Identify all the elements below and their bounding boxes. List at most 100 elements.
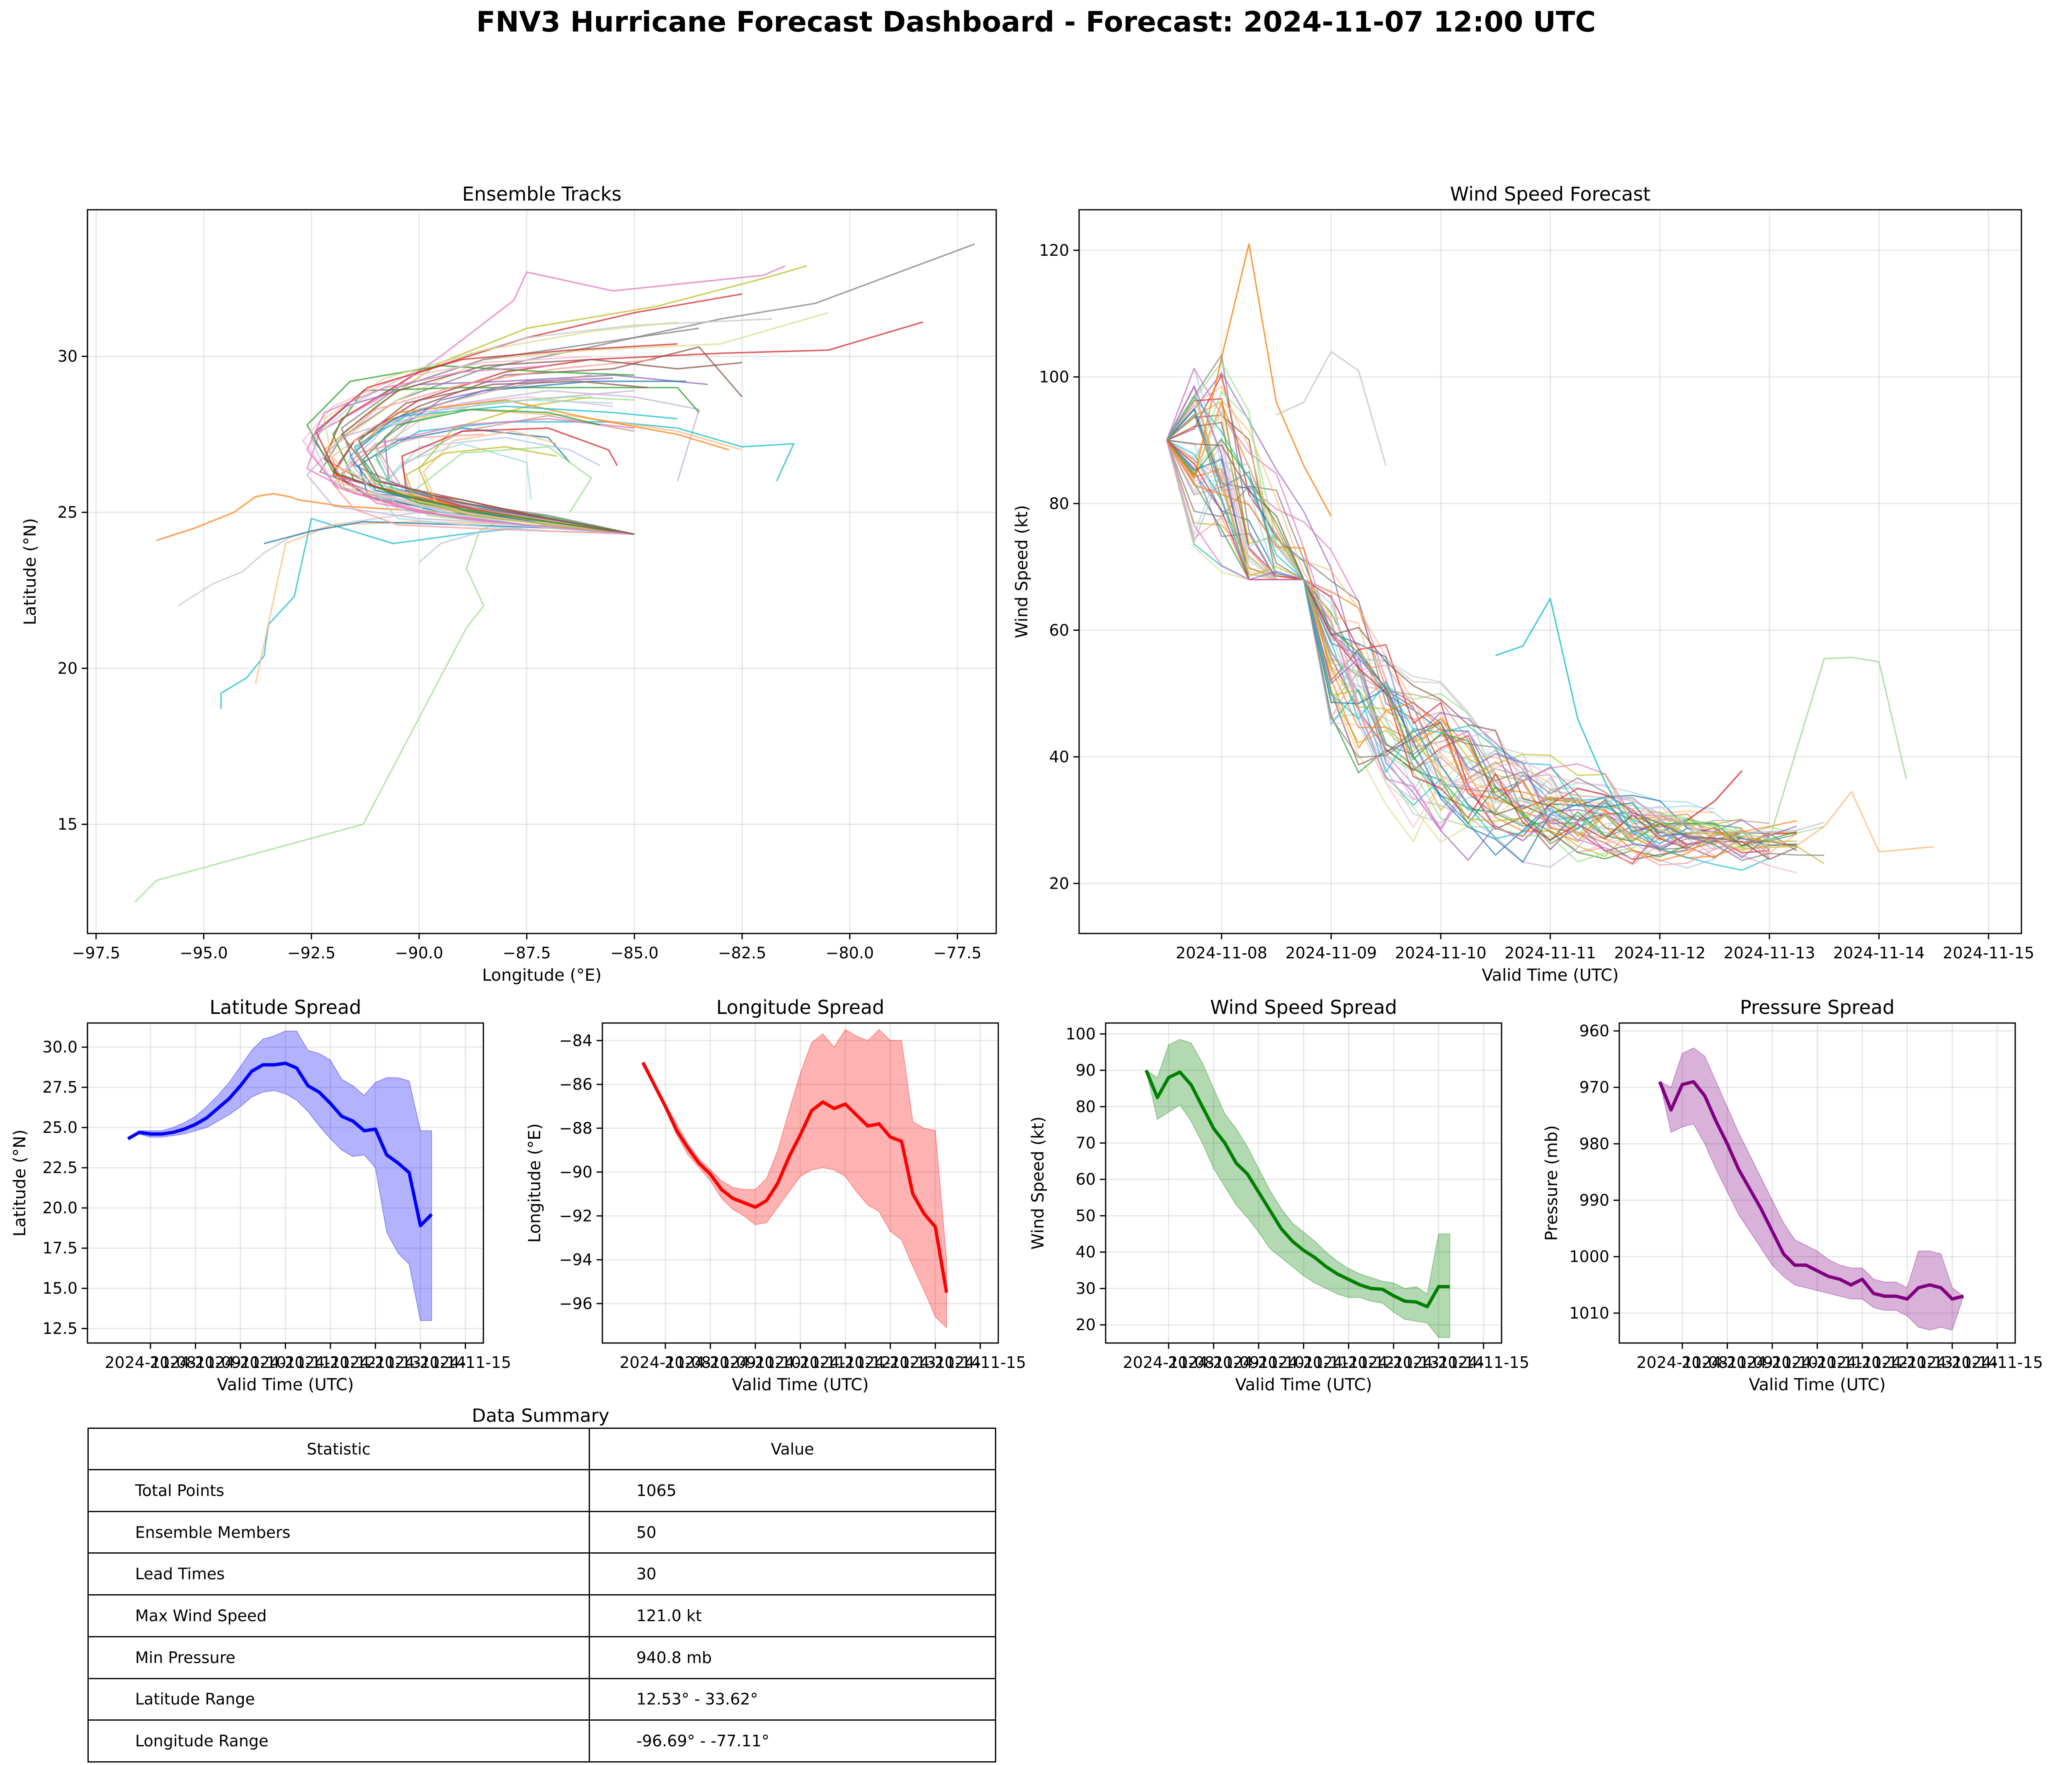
lon_spread-xtick-label: 2024-11-09	[665, 1353, 756, 1372]
wind_spread-ytick-label: 30	[1076, 1279, 1096, 1297]
lat_spread-xtick-label: 2024-11-09	[150, 1353, 241, 1372]
pressure_spread-frame	[1618, 1022, 2016, 1344]
summary-row-max-wind: Max Wind Speed 121.0 kt	[87, 1594, 996, 1637]
wind-member-3	[1166, 408, 1742, 838]
lon_spread-mean-line	[641, 1062, 949, 1293]
track-member-27	[341, 359, 742, 535]
wind_spread-ytick-label: 50	[1076, 1207, 1096, 1225]
wind_spread-xtick-label: 2024-11-09	[1168, 1353, 1259, 1372]
wind-xtick-label: 2024-11-10	[1395, 944, 1487, 962]
pressure_spread-ytick-label: 980	[1579, 1135, 1609, 1153]
tracks-ytick-label: 25	[58, 503, 78, 521]
lat_spread-band	[128, 1030, 432, 1321]
wind-xlabel: Valid Time (UTC)	[1482, 966, 1618, 985]
summary-header-row: Statistic Value	[87, 1428, 996, 1470]
wind_spread-ytick-label: 20	[1076, 1316, 1096, 1334]
pressure_spread-ytick-label: 960	[1579, 1022, 1609, 1040]
wind-member-21	[1166, 409, 1797, 856]
wind-member-49	[1166, 395, 1797, 842]
summary-header-statistic: Statistic	[87, 1428, 590, 1470]
wind_spread-ytick-label: 80	[1076, 1098, 1096, 1116]
lat_spread-ytick-label: 20.0	[42, 1199, 78, 1217]
lon_spread-xtick-label: 2024-11-14	[890, 1353, 981, 1372]
track-member-36	[349, 381, 686, 535]
tracks-xtick-label: −92.5	[287, 944, 335, 962]
wind-outlier-4	[1686, 770, 1743, 821]
pressure_spread-xtick-label: 2024-11-12	[1817, 1353, 1908, 1372]
pressure_spread-ytick-label: 990	[1579, 1191, 1609, 1210]
wind-member-50	[1166, 396, 1688, 844]
lat_spread-ytick-label: 22.5	[42, 1159, 78, 1177]
tracks-xtick-label: −95.0	[180, 944, 228, 962]
wind_spread-xtick-label: 2024-11-11	[1258, 1353, 1349, 1372]
lon_spread-band	[642, 1029, 947, 1329]
track-member-44	[302, 355, 635, 535]
lon_spread-xtick-label: 2024-11-11	[755, 1353, 846, 1372]
wind-outlier-3	[1495, 598, 1633, 833]
wind-xtick-label: 2024-11-12	[1614, 944, 1706, 962]
summary-stat: Lead Times	[87, 1552, 590, 1596]
wind-frame	[1078, 209, 2022, 934]
lon_spread-ytick-label: −92	[559, 1207, 592, 1225]
lon_spread-xtick-label: 2024-11-10	[710, 1353, 801, 1372]
lat_spread-mean-line	[127, 1062, 433, 1227]
wind_spread-ytick-label: 70	[1076, 1134, 1096, 1152]
wind_spread-ytick-label: 60	[1076, 1170, 1096, 1188]
lon_spread-xlabel: Valid Time (UTC)	[732, 1375, 869, 1394]
lat_spread-xtick-label: 2024-11-08	[105, 1353, 197, 1372]
lat_spread-ytick-label: 12.5	[42, 1319, 78, 1338]
lon_spread-ytick-label: −94	[559, 1251, 592, 1269]
wind_spread-xtick-label: 2024-11-10	[1213, 1353, 1305, 1372]
tracks-title: Ensemble Tracks	[462, 183, 622, 205]
wind-xtick-label: 2024-11-08	[1176, 944, 1267, 962]
track-member-45	[405, 446, 635, 535]
lat_spread-series	[127, 1030, 433, 1321]
lat_spread-ytick-label: 17.5	[42, 1239, 78, 1257]
wind-ytick-label: 40	[1049, 748, 1069, 766]
tracks-xtick-label: −87.5	[502, 944, 551, 962]
wind-ylabel: Wind Speed (kt)	[1012, 505, 1031, 638]
track-member-5	[255, 521, 635, 684]
wind-member-45	[1166, 385, 1797, 858]
track-member-42	[375, 374, 635, 535]
wind-outlier-6	[1276, 351, 1387, 466]
lat_spread-ytick-label: 15.0	[42, 1279, 78, 1297]
lat_spread-ytick-label: 30.0	[42, 1038, 78, 1056]
wind-member-32	[1166, 399, 1798, 853]
lat_spread-ytick-label: 25.0	[42, 1118, 78, 1137]
lon_spread-axes: 2024-11-082024-11-092024-11-102024-11-11…	[525, 996, 1026, 1394]
wind-ytick-label: 120	[1039, 241, 1069, 259]
tracks-ytick-label: 30	[58, 347, 78, 366]
tracks-ytick-label: 20	[58, 659, 78, 677]
lat_spread-title: Latitude Spread	[210, 996, 362, 1018]
wind-outlier-5	[1796, 791, 1934, 853]
summary-value: -96.69° - -77.11°	[589, 1719, 996, 1763]
lat_spread-xtick-label: 2024-11-11	[240, 1353, 331, 1372]
wind-ytick-label: 80	[1049, 495, 1069, 513]
dashboard-title: FNV3 Hurricane Forecast Dashboard - Fore…	[476, 6, 1596, 39]
wind-xtick-label: 2024-11-15	[1943, 944, 2034, 962]
lon_spread-frame	[602, 1022, 999, 1344]
wind_spread-ytick-label: 100	[1065, 1025, 1096, 1043]
lon_spread-ylabel: Longitude (°E)	[525, 1123, 544, 1243]
track-member-1	[134, 518, 635, 903]
summary-value: 1065	[589, 1469, 996, 1512]
summary-row-longitude-range: Longitude Range -96.69° - -77.11°	[87, 1719, 996, 1763]
lon_spread-series	[641, 1029, 949, 1329]
pressure_spread-axes: 2024-11-082024-11-092024-11-102024-11-11…	[1542, 996, 2043, 1394]
tracks-series	[134, 243, 975, 903]
wind-member-20	[1166, 440, 1742, 835]
pressure_spread-xtick-label: 2024-11-10	[1727, 1353, 1818, 1372]
wind_spread-xtick-label: 2024-11-08	[1123, 1353, 1215, 1372]
tracks-ytick-label: 15	[58, 815, 78, 834]
tracks-xtick-label: −80.0	[826, 944, 874, 962]
pressure_spread-xtick-label: 2024-11-15	[1951, 1353, 2043, 1372]
wind_spread-ytick-label: 40	[1076, 1243, 1096, 1261]
lat_spread-xtick-label: 2024-11-13	[330, 1353, 421, 1372]
lon_spread-xtick-label: 2024-11-13	[844, 1353, 936, 1372]
track-member-37	[332, 434, 635, 535]
track-member-49	[306, 365, 635, 535]
lon_spread-xtick-label: 2024-11-08	[620, 1353, 711, 1372]
summary-value: 30	[589, 1552, 996, 1596]
wind_spread-xtick-label: 2024-11-12	[1303, 1353, 1395, 1372]
